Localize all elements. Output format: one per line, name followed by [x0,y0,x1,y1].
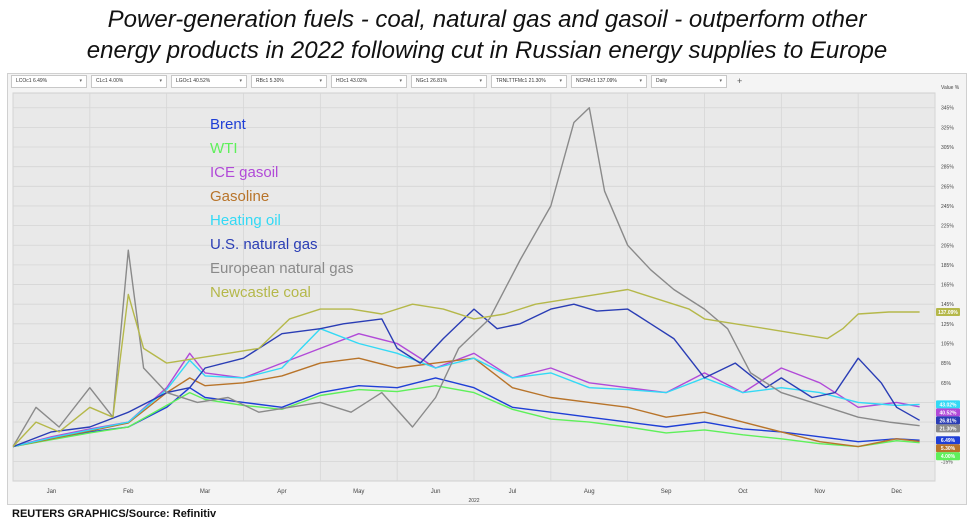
toolbar-item-wti[interactable]: CLc1 4.00% ▾ [91,74,167,88]
end-value-label: 5.30% [941,446,956,452]
x-tick-label: Oct [738,489,748,495]
y-tick-label: 125% [941,322,954,328]
y-tick-label: 225% [941,224,954,230]
legend-newcastle-coal: Newcastle coal [210,284,311,301]
series-toolbar: LCOc1 6.49% ▾ CLc1 4.00% ▾ LGOc1 40.52% ▾ R… [8,74,951,88]
x-tick-label: Jun [431,489,441,495]
x-tick-label: Mar [200,489,210,495]
x-tick-label: Feb [123,489,134,495]
end-value-label: 137.09% [938,310,958,316]
y-tick-label: -15% [941,459,953,465]
series-line-7 [12,288,920,448]
end-value-box [936,408,960,417]
y-tick-label: 265% [941,184,954,190]
end-value-label: 43.02% [940,402,958,408]
y-tick-label: 205% [941,243,954,249]
end-value-box [936,416,960,425]
x-tick-label: Jul [509,489,517,495]
toolbar-item-heating-oil[interactable]: HOc1 43.02% ▾ [331,74,407,88]
line-chart: -15%5%25%45%65%85%105%125%145%165%185%20… [12,85,960,503]
legend-ice-gasoil: ICE gasoil [210,164,279,181]
end-value-box [936,424,960,433]
end-value-box [936,400,960,409]
title-line-2: energy products in 2022 following cut in… [86,37,888,64]
toolbar-item-eu-gas[interactable]: TRNLTTFMc1 21.30% ▾ [491,74,567,88]
y-tick-label: 185% [941,263,954,269]
y-tick-label: 305% [941,145,954,151]
end-value-box [936,436,960,445]
series-line-6 [12,107,920,447]
toolbar-item-brent[interactable]: LCOc1 6.49% ▾ [11,74,87,88]
end-value-label: 21.30% [940,426,958,432]
end-value-label: 26.81% [940,418,958,424]
add-series-icon[interactable]: + [737,75,743,86]
x-tick-label: Apr [277,489,286,495]
toolbar-item-gasoil[interactable]: LGOc1 40.52% ▾ [171,74,247,88]
end-value-label: 6.49% [941,438,956,444]
legend-european-natural-gas: European natural gas [210,260,354,277]
y-tick-label: 345% [941,106,954,112]
y-tick-label: 165% [941,283,954,289]
x-year-label: 2022 [468,498,479,503]
series-line-1 [12,385,920,448]
legend-gasoline: Gasoline [210,188,270,205]
x-tick-label: Dec [891,489,902,495]
y-tick-label: 65% [941,381,952,387]
end-value-label: 40.52% [940,410,958,416]
legend-wti: WTI [210,140,238,157]
toolbar-item-us-gas[interactable]: NGc1 26.81% ▾ [411,74,487,88]
series-line-3 [12,357,920,448]
legend-us-natural-gas: U.S. natural gas [210,236,318,253]
title-line-1: Power-generation fuels - coal, natural g… [107,6,867,33]
legend-brent: Brent [210,116,246,133]
legend-heating-oil: Heating oil [210,212,281,229]
chart-title: Power-generation fuels - coal, natural g… [0,4,974,66]
y-axis-title: Value % [941,85,960,91]
y-tick-label: 85% [941,361,952,367]
toolbar-item-interval[interactable]: Daily ▾ [651,74,727,88]
chart-legend: Brent WTI ICE gasoil Gasoline Heating oi… [210,113,353,305]
x-tick-label: Nov [814,489,825,495]
end-value-box [936,444,960,453]
y-tick-label: 145% [941,302,954,308]
y-tick-label: 325% [941,125,954,131]
x-tick-label: May [353,489,364,495]
toolbar-item-coal[interactable]: NCFMc1 137.09% ▾ [571,74,647,88]
y-tick-label: 285% [941,165,954,171]
source-note: REUTERS GRAPHICS/Source: Refinitiv [12,508,217,520]
end-value-box [936,452,960,461]
y-tick-label: 245% [941,204,954,210]
y-tick-label: 105% [941,341,954,347]
toolbar-item-gasoline[interactable]: RBc1 5.30% ▾ [251,74,327,88]
x-tick-label: Jan [47,489,57,495]
x-tick-label: Sep [661,489,672,495]
series-line-5 [12,303,920,448]
end-value-label: 4.00% [941,454,956,460]
end-value-box [936,307,960,316]
x-tick-label: Aug [584,489,595,495]
